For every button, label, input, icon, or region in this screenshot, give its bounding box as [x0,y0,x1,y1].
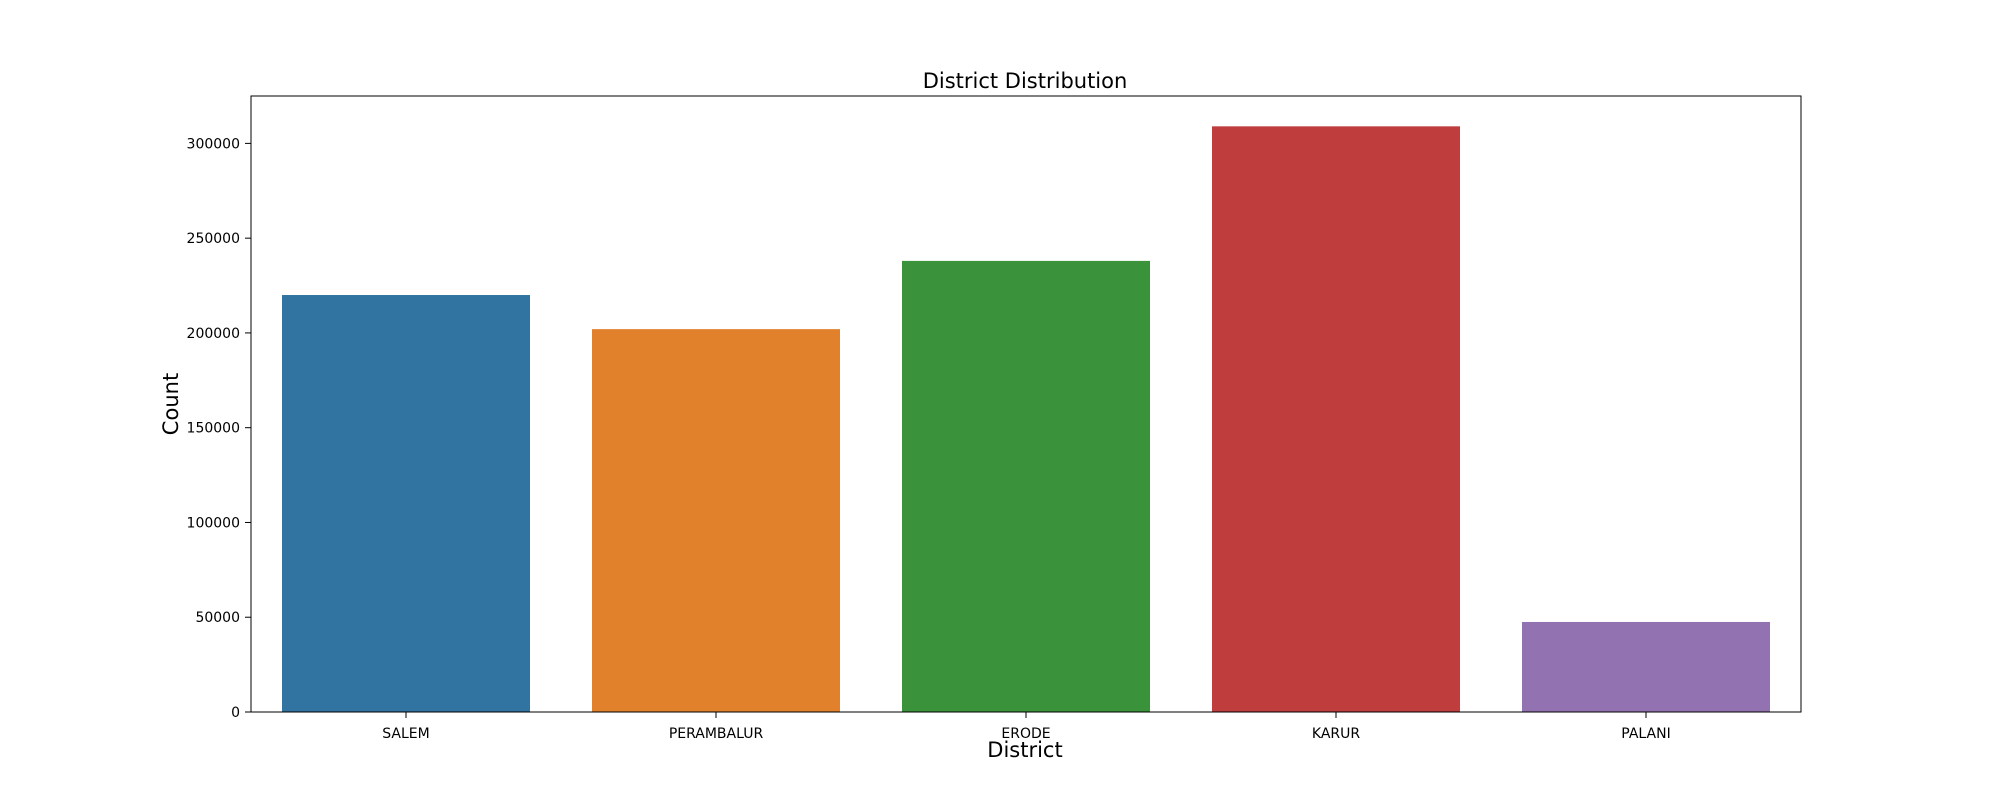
y-tick-label: 0 [231,705,240,721]
y-tick-label: 200000 [187,326,240,342]
y-tick-label: 100000 [187,515,240,531]
bar-salem [282,295,530,712]
y-tick-label: 300000 [187,136,240,152]
bars-group [282,126,1770,712]
x-tick-label: PALANI [1621,726,1670,742]
y-axis: 0 50000 100000 150000 200000 250000 300000 [187,136,251,721]
bar-karur [1212,126,1460,712]
x-tick-label: KARUR [1312,726,1360,742]
bar-palani [1522,621,1770,712]
y-axis-title: Count [159,373,183,435]
y-tick-label: 50000 [195,610,240,626]
x-tick-label: ERODE [1001,726,1050,742]
x-axis-title: District [987,738,1062,762]
y-tick-label: 250000 [187,231,240,247]
bar-perambalur [592,329,840,712]
x-tick-label: PERAMBALUR [669,726,764,742]
bar-erode [902,260,1150,712]
chart-title: District Distribution [923,69,1128,93]
x-tick-label: SALEM [382,726,429,742]
y-tick-label: 150000 [187,421,240,437]
x-axis: SALEM PERAMBALUR ERODE KARUR PALANI [382,712,1671,742]
